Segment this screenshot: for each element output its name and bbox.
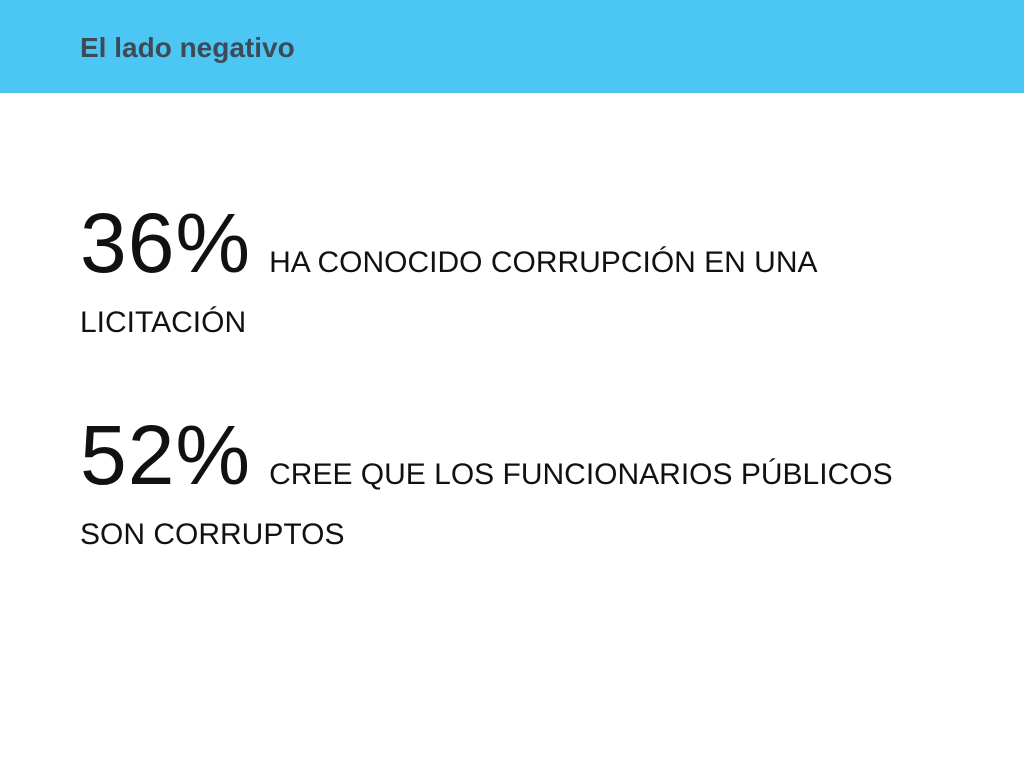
stat-value-1: 36%: [80, 196, 252, 290]
stat-text-2-line1: CREE QUE LOS FUNCIONARIOS PÚBLICOS: [269, 458, 893, 491]
slide-title: El lado negativo: [80, 32, 295, 63]
stat-text-2-line2: SON CORRUPTOS: [80, 518, 345, 551]
stat-text-1-line1: HA CONOCIDO CORRUPCIÓN EN UNA: [269, 246, 818, 279]
header-band: El lado negativo: [0, 0, 1024, 93]
stat-value-2: 52%: [80, 408, 252, 502]
stat-item-2: 52% CREE QUE LOS FUNCIONARIOS PÚBLICOS SO…: [80, 405, 980, 553]
stat-text-1-line2: LICITACIÓN: [80, 306, 247, 339]
stat-item-1: 36% HA CONOCIDO CORRUPCIÓN EN UNA LICITAC…: [80, 193, 980, 341]
